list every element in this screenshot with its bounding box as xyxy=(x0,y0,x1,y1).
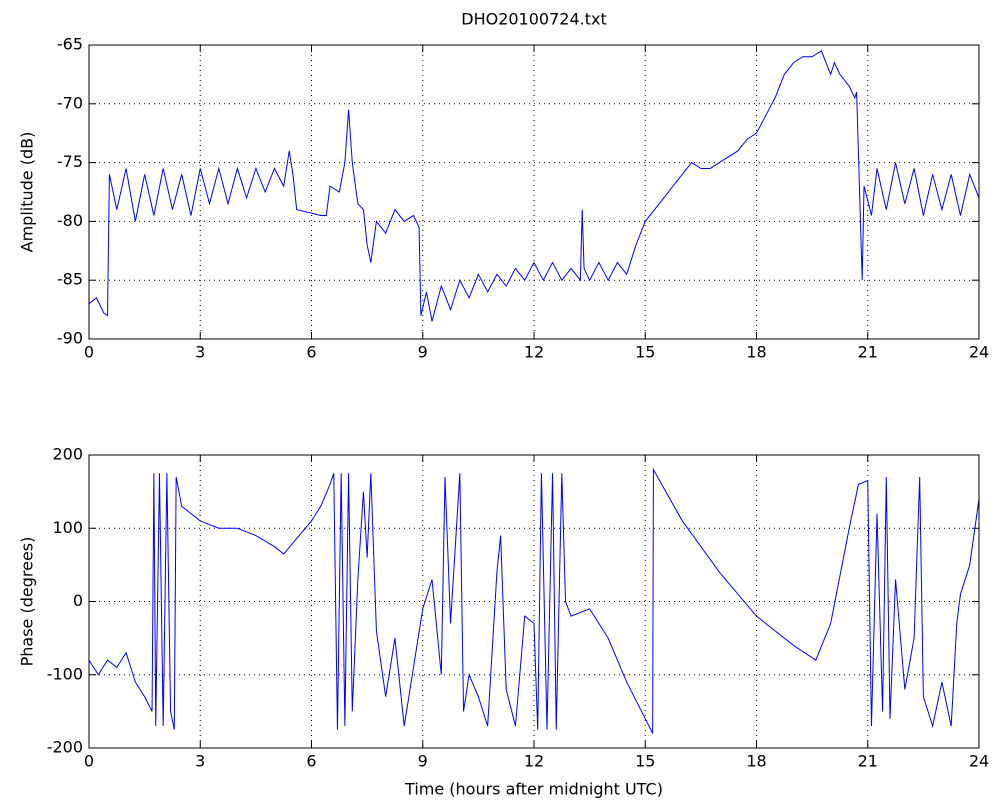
x-tick-label: 0 xyxy=(84,343,94,362)
x-tick-label: 3 xyxy=(195,752,205,771)
y-tick-label: -85 xyxy=(57,270,83,289)
x-tick-label: 9 xyxy=(418,752,428,771)
y-tick-label: 0 xyxy=(73,591,83,610)
x-tick-label: 21 xyxy=(858,343,878,362)
x-tick-label: 9 xyxy=(418,343,428,362)
x-axis-label: Time (hours after midnight UTC) xyxy=(404,780,663,799)
x-tick-label: 12 xyxy=(524,752,544,771)
y-tick-label: -70 xyxy=(57,93,83,112)
x-tick-label: 21 xyxy=(858,752,878,771)
x-tick-label: 6 xyxy=(306,752,316,771)
y-tick-label: -200 xyxy=(47,738,83,757)
x-tick-label: 24 xyxy=(969,752,989,771)
x-tick-label: 6 xyxy=(306,343,316,362)
data-line xyxy=(88,467,980,734)
chart-title: DHO20100724.txt xyxy=(461,10,606,29)
x-tick-label: 15 xyxy=(635,343,655,362)
x-tick-label: 24 xyxy=(969,343,989,362)
x-tick-label: 18 xyxy=(746,752,766,771)
y-tick-label: -100 xyxy=(47,664,83,683)
y-tick-label: -90 xyxy=(57,329,83,348)
x-tick-label: 12 xyxy=(524,343,544,362)
x-tick-label: 15 xyxy=(635,752,655,771)
plot-frame xyxy=(88,454,980,749)
plot-frame xyxy=(88,44,980,340)
x-tick-label: 18 xyxy=(746,343,766,362)
y-tick-label: -75 xyxy=(57,152,83,171)
y-tick-label: 100 xyxy=(52,518,83,537)
y-axis-label: Amplitude (dB) xyxy=(18,132,37,253)
y-axis-label: Phase (degrees) xyxy=(18,537,37,667)
x-tick-label: 3 xyxy=(195,343,205,362)
data-line xyxy=(88,50,980,322)
y-tick-label: 200 xyxy=(52,445,83,464)
y-tick-label: -65 xyxy=(57,35,83,54)
y-tick-label: -80 xyxy=(57,211,83,230)
x-tick-label: 0 xyxy=(84,752,94,771)
